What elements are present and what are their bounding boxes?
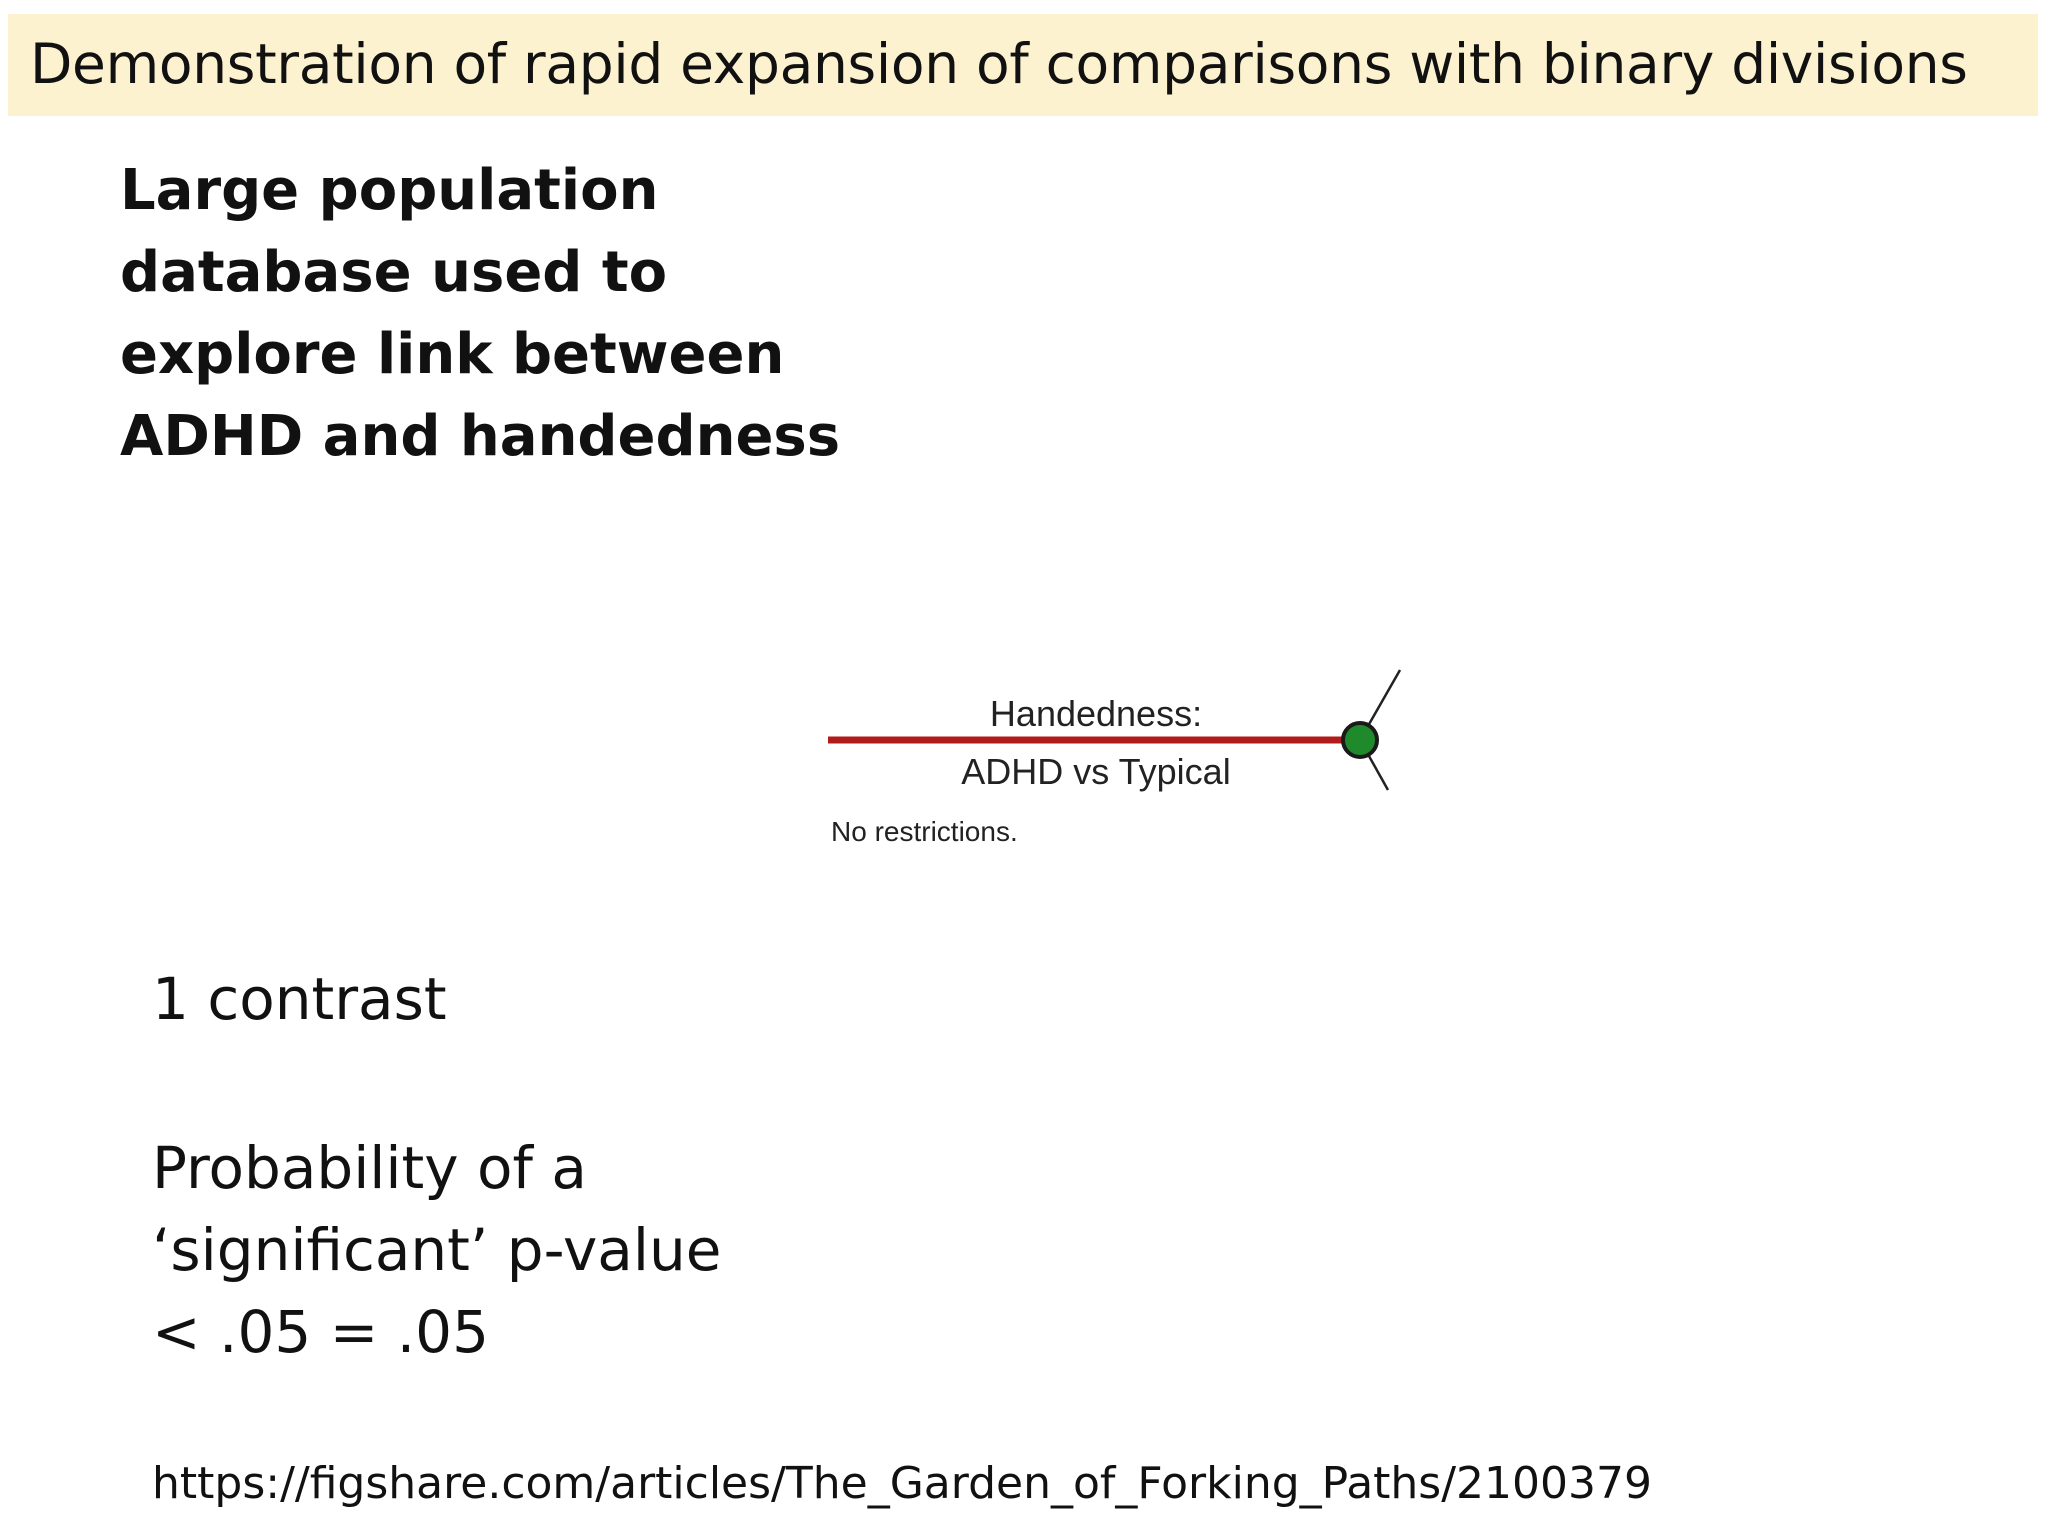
source-link[interactable]: https://figshare.com/articles/The_Garden… [152,1458,1653,1509]
probability-line: < .05 = .05 [152,1298,489,1366]
decision-node [1341,721,1379,759]
branch-label-top: Handedness: [990,693,1202,734]
title-banner: Demonstration of rapid expansion of comp… [8,14,2038,116]
restriction-note: No restrictions. [831,816,1018,847]
probability-statement: Probability of a ‘significant’ p-value <… [152,1127,1052,1373]
intro-text: Large population database used to explor… [120,158,841,469]
contrast-count: 1 contrast [152,965,447,1033]
probability-line: Probability of a [152,1134,587,1202]
probability-line: ‘significant’ p-value [152,1216,722,1284]
slide-title: Demonstration of rapid expansion of comp… [30,32,1968,96]
branch-label-bottom: ADHD vs Typical [961,751,1230,792]
